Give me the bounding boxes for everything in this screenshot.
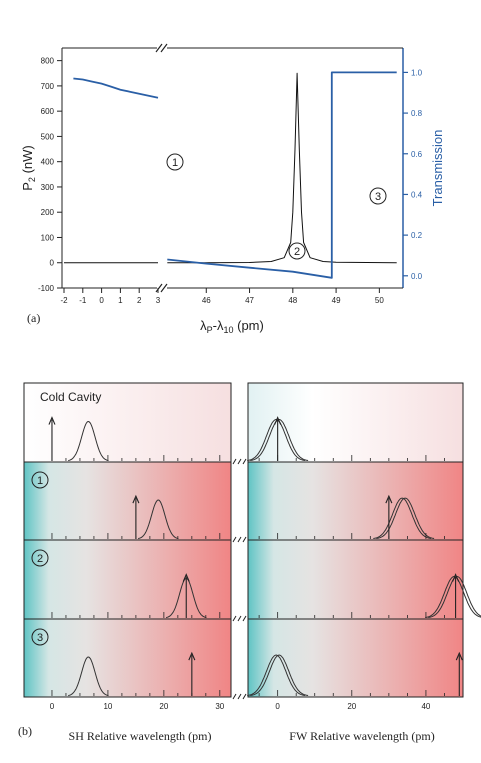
sh-tick-label: 10 [103,702,112,711]
region-marker-2: 2 [288,242,306,260]
x-tick-label: 0 [99,296,104,305]
fw-tick-label: 20 [347,702,356,711]
fw-peak-a [425,575,481,618]
fw-pump-arrow-head [452,573,460,582]
sh-pump-arrow-head [182,573,190,582]
fw-pump-arrow-head [274,416,282,425]
sh-pump-arrow-head [48,416,56,425]
sh-peak [138,499,179,540]
region-marker-3: 3 [369,187,387,205]
y-tick-label: 0 [50,259,55,268]
sh-tick-label: 20 [159,702,168,711]
x-tick-label: -2 [60,296,68,305]
x-tick-label: 46 [202,296,211,305]
x-tick-label: -1 [79,296,87,305]
y-tick-label: 500 [41,132,55,141]
svg-text:3: 3 [375,191,381,203]
fw-pump-arrow-head [455,651,463,661]
series-p2-right [167,72,397,264]
panel-b: Cold Cavity 1 2 3 0 10 20 30 0 20 40 (b) SH Re… [18,382,481,743]
y2-tick-label: 0.6 [411,150,423,159]
y2-tick-label: 0.8 [411,109,423,118]
y2-tick-label: 1.0 [411,68,423,77]
region-marker-1: 1 [166,153,184,171]
series-transmission-left [73,77,159,99]
y2-tick-label: 0.2 [411,231,423,240]
y-tick-label: 300 [41,183,55,192]
fw-peak-b [428,575,481,618]
fw-peak-a [247,418,306,461]
row-cold-left-bg [24,383,231,462]
x-tick-label: 47 [245,296,254,305]
sh-peak [68,656,109,697]
x-axis-label-sh: SH Relative wavelength (pm) [69,729,212,743]
fw-tick-label: 40 [421,702,430,711]
y-tick-label: 200 [41,208,55,217]
y-tick-label: 400 [41,158,55,167]
x-tick-label: 3 [156,296,161,305]
y-tick-label: -100 [38,284,55,293]
svg-text:2: 2 [294,246,300,258]
y-axis-label-right: Transmission [430,130,445,207]
sh-tick-label: 0 [50,702,55,711]
fw-peak-b [376,497,435,539]
x-axis-label: λP-λ10 (pm) [200,318,264,335]
sh-pump-arrow-head [132,494,140,504]
axis-break-top [155,43,168,53]
svg-text:2: 2 [37,553,43,565]
row-marker-3: 3 [31,628,49,646]
sh-peak [68,420,109,462]
fw-peak-a [247,654,306,696]
row-marker-1: 1 [31,471,49,489]
x-axis-label-fw: FW Relative wavelength (pm) [289,729,434,743]
axis-break-mark [232,693,247,700]
panel-a-label: (a) [27,311,40,325]
fw-pump-arrow-head [385,494,393,504]
fw-tick-label: 0 [275,702,280,711]
row-cold-right-bg [248,383,463,462]
row-marker-2: 2 [31,549,49,567]
x-tick-label: 48 [288,296,297,305]
series-transmission-right [167,71,397,279]
panel-a: -10001002003004005006007008000.00.20.40.… [20,43,445,335]
y-axis-label-left: P2 (nW) [20,145,37,190]
row-label-cold-cavity: Cold Cavity [40,390,101,404]
axis-break-mark [232,536,247,543]
sh-pump-arrow-head [188,651,196,661]
fw-peak-a [373,497,432,539]
fw-peak-b [250,418,309,461]
y2-tick-label: 0.4 [411,190,423,199]
x-tick-label: 1 [118,296,123,305]
y-tick-label: 800 [41,57,55,66]
y2-tick-label: 0.0 [411,272,423,281]
y-tick-label: 100 [41,233,55,242]
svg-text:1: 1 [172,157,178,169]
axis-break-mark [232,458,247,465]
axis-break-mark [232,615,247,622]
y-tick-label: 600 [41,107,55,116]
fw-peak-b [250,654,309,696]
sh-tick-label: 30 [215,702,224,711]
axis-break-bottom [155,283,168,293]
rows-hot-right-bg [248,462,463,697]
x-tick-label: 2 [137,296,142,305]
y-tick-label: 700 [41,82,55,91]
x-tick-label: 49 [332,296,341,305]
svg-text:1: 1 [37,475,43,487]
svg-text:3: 3 [37,632,43,644]
x-tick-label: 50 [375,296,384,305]
rows-hot-left-bg [24,462,231,697]
panel-b-label: (b) [18,724,32,738]
